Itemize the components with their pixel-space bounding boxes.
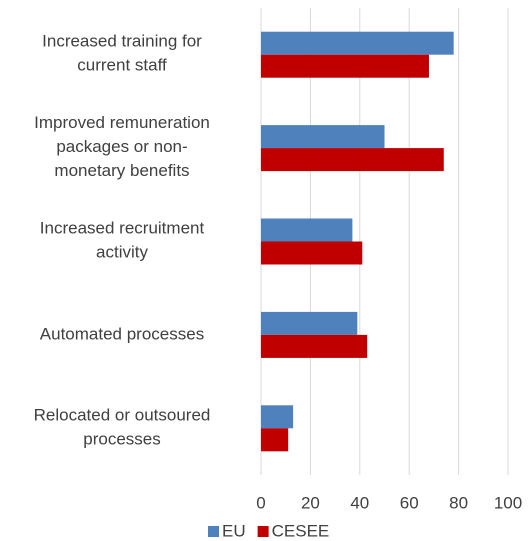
- bar: [261, 148, 444, 172]
- bar: [261, 31, 454, 55]
- bar: [261, 334, 368, 358]
- bar: [261, 428, 289, 452]
- x-tick-label: 0: [256, 493, 265, 512]
- x-tick-label: 100: [494, 493, 522, 512]
- bar: [261, 311, 358, 335]
- x-tick-label: 80: [449, 493, 468, 512]
- bar: [261, 218, 353, 242]
- category-label: Increased recruitment activity: [40, 219, 205, 262]
- category-label: Improved remuneration packages or non-mon…: [34, 114, 210, 181]
- bar: [261, 241, 363, 265]
- category-label: Automated processes: [40, 324, 204, 343]
- bar: [261, 54, 429, 78]
- legend-swatch: [257, 526, 269, 537]
- x-tick-label: 20: [301, 493, 320, 512]
- legend-label: EU: [222, 521, 246, 540]
- category-label: Increased training for current staff: [42, 32, 202, 75]
- bar: [261, 405, 294, 429]
- category-label: Relocated or outsoured processes: [34, 406, 211, 449]
- legend-swatch: [208, 526, 219, 537]
- legend-label: CESEE: [272, 521, 330, 540]
- bar: [261, 125, 385, 149]
- x-tick-label: 60: [400, 493, 419, 512]
- x-tick-label: 40: [350, 493, 369, 512]
